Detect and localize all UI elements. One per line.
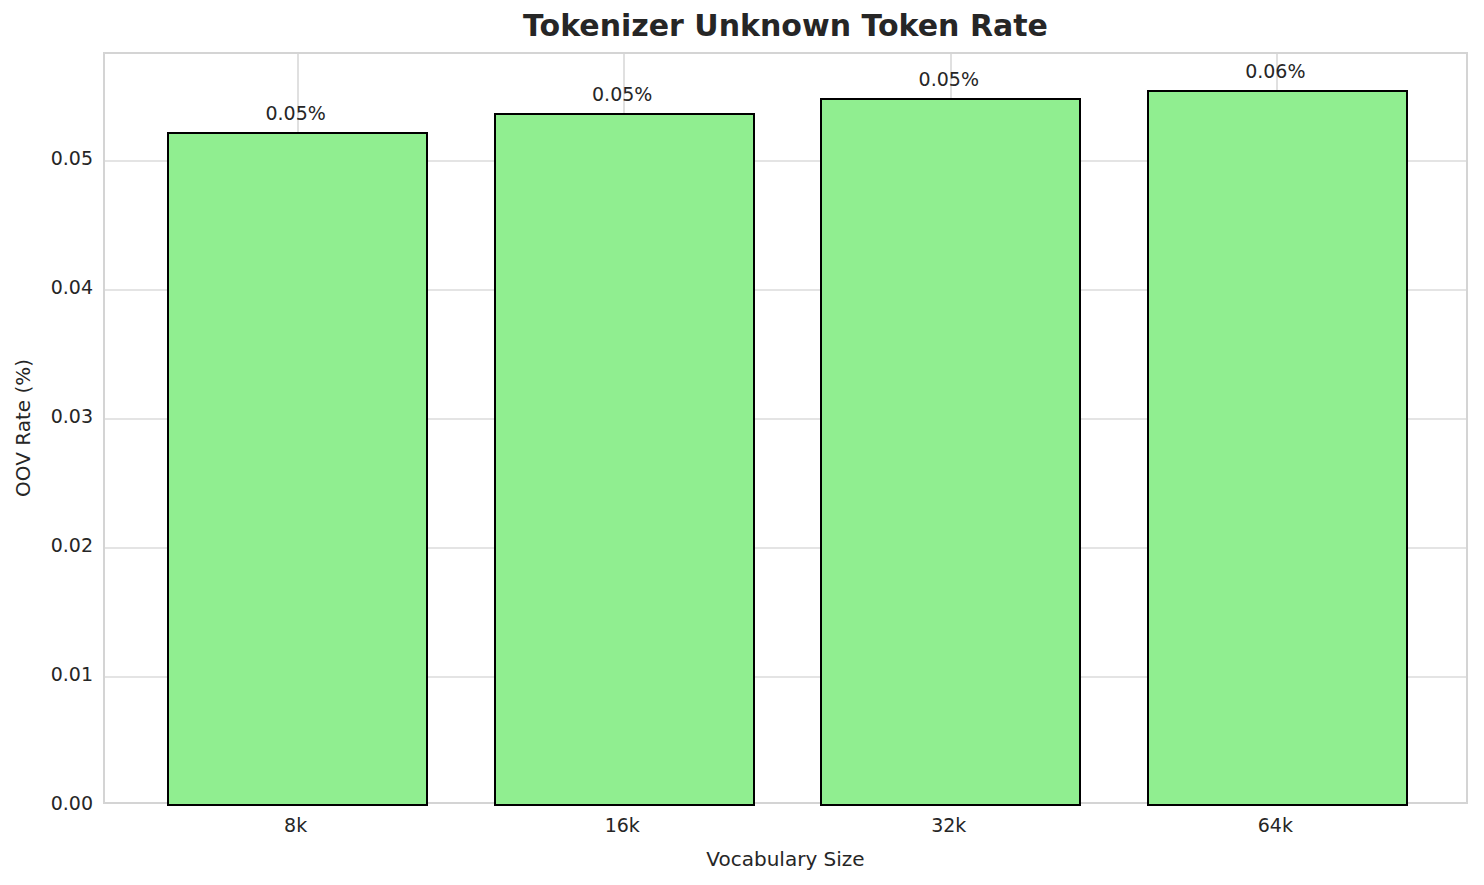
y-tick-label: 0.04: [0, 276, 93, 298]
bar-chart-figure: Tokenizer Unknown Token Rate OOV Rate (%…: [0, 0, 1484, 885]
bar-32k[interactable]: [820, 98, 1081, 806]
x-tick-label: 8k: [226, 814, 366, 836]
bar-value-label: 0.05%: [879, 68, 1019, 90]
y-tick-label: 0.05: [0, 147, 93, 169]
bar-64k[interactable]: [1147, 90, 1408, 806]
bar-value-label: 0.05%: [226, 102, 366, 124]
y-tick-label: 0.01: [0, 663, 93, 685]
x-tick-label: 16k: [552, 814, 692, 836]
y-tick-label: 0.00: [0, 792, 93, 814]
bar-8k[interactable]: [167, 132, 428, 806]
x-tick-label: 64k: [1205, 814, 1345, 836]
y-axis-label: OOV Rate (%): [11, 359, 35, 497]
bar-value-label: 0.06%: [1205, 60, 1345, 82]
chart-title: Tokenizer Unknown Token Rate: [103, 8, 1468, 43]
x-axis-label: Vocabulary Size: [103, 847, 1468, 871]
y-tick-label: 0.03: [0, 405, 93, 427]
y-tick-label: 0.02: [0, 534, 93, 556]
bar-16k[interactable]: [494, 113, 755, 806]
plot-area: [103, 52, 1468, 804]
bar-value-label: 0.05%: [552, 83, 692, 105]
x-tick-label: 32k: [879, 814, 1019, 836]
